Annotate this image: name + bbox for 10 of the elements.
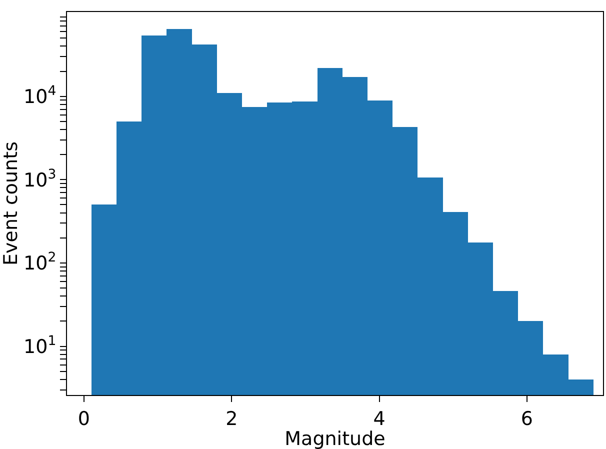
x-tick-label: 0 [78,408,90,430]
x-tick-label: 6 [520,408,534,430]
x-tick-label: 2 [226,408,238,430]
y-tick-label: 10$^{3}$ [24,167,56,192]
x-axis-title: Magnitude [284,428,386,449]
y-tick-label: 10$^{2}$ [24,250,56,275]
y-tick-label: 10$^{4}$ [24,84,56,108]
x-tick-label: 4 [373,408,386,430]
y-tick-label: 10$^{1}$ [24,334,56,358]
y-axis-title: Event counts [0,142,22,266]
